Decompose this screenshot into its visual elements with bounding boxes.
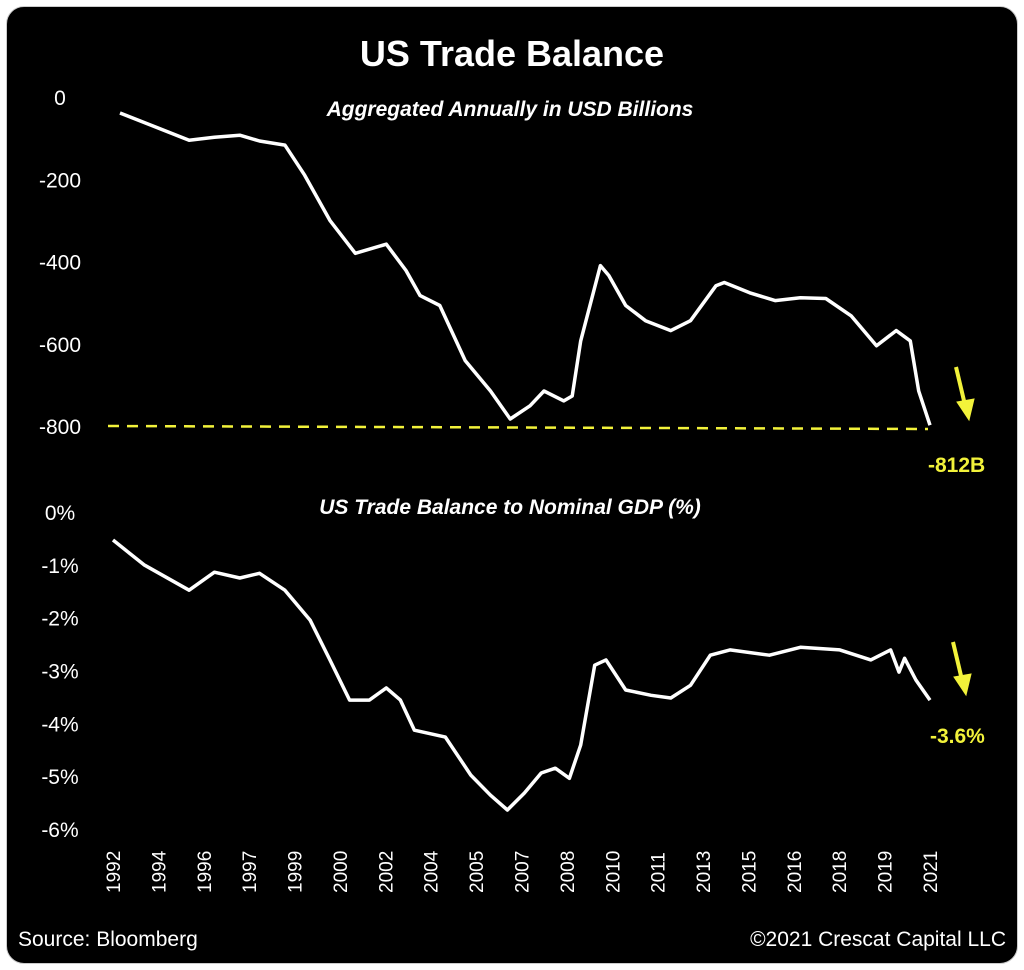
xtick-label: 2018: [830, 851, 851, 893]
xtick-label: 2000: [331, 851, 352, 893]
bottom-annotation: -3.6%: [930, 725, 985, 748]
xtick-label: 2019: [876, 851, 897, 893]
bottom-ytick-label: -1%: [41, 555, 78, 578]
bottom-ytick-label: -2%: [41, 608, 78, 631]
xtick-label: 1994: [149, 850, 170, 893]
arrow-down-icon: [954, 366, 975, 422]
top-series-line: [119, 111, 932, 426]
xtick-label: 2004: [422, 850, 443, 893]
bottom-ytick-label: -3%: [41, 661, 78, 684]
top-ytick-label: -200: [39, 169, 81, 192]
top-ytick-label: -800: [39, 416, 81, 439]
reference-line: [107, 424, 929, 431]
bottom-ytick-label: -5%: [41, 766, 78, 789]
xtick-label: 2021: [921, 851, 942, 893]
bottom-ytick-label: -6%: [41, 819, 78, 842]
top-annotation: -812B: [928, 454, 985, 477]
top-ytick-label: -600: [39, 334, 81, 357]
xtick-label: 2015: [739, 851, 760, 893]
xtick-label: 1999: [286, 851, 307, 893]
bottom-ytick-label: -4%: [41, 713, 78, 736]
xtick-label: 2010: [603, 851, 624, 893]
top-ytick-label: -400: [39, 252, 81, 275]
xtick-label: 2007: [513, 851, 534, 893]
bottom-series-line: [111, 538, 932, 812]
xtick-label: 1997: [240, 851, 261, 893]
bottom-ytick-label: 0%: [45, 502, 75, 525]
copyright-label: ©2021 Crescat Capital LLC: [750, 928, 1006, 951]
top-subtitle: Aggregated Annually in USD Billions: [326, 98, 694, 121]
xtick-label: 2008: [558, 851, 579, 893]
top-ytick-label: 0: [54, 87, 66, 110]
chart-title: US Trade Balance: [360, 33, 664, 74]
arrow-down-icon: [951, 641, 972, 697]
xtick-label: 2011: [649, 852, 670, 893]
xtick-label: 2005: [467, 851, 488, 893]
xtick-label: 1996: [195, 851, 216, 893]
bottom-subtitle: US Trade Balance to Nominal GDP (%): [319, 496, 701, 519]
xtick-label: 2002: [376, 851, 397, 893]
xtick-label: 2013: [694, 851, 715, 893]
xtick-label: 2016: [785, 851, 806, 893]
source-label: Source: Bloomberg: [18, 928, 198, 951]
xtick-label: 1992: [104, 851, 125, 893]
